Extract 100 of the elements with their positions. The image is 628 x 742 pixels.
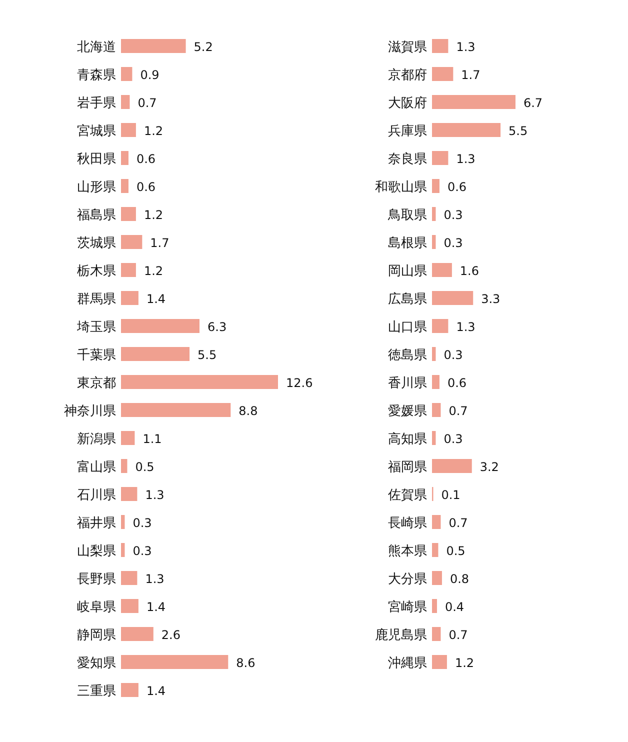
y-tick-label: 岩手県 [77,96,116,111]
data-label: 0.3 [444,208,463,222]
bar [432,123,501,137]
data-label: 0.3 [444,348,463,362]
y-tick-label: 愛媛県 [388,404,427,419]
bar [121,67,132,81]
data-label: 5.2 [194,40,213,54]
data-label: 0.6 [136,180,156,194]
bar [121,403,231,417]
data-label: 0.3 [132,544,152,558]
bar [432,375,440,389]
y-tick-label: 佐賀県 [388,488,427,503]
data-label: 0.3 [444,432,463,446]
data-label: 2.6 [161,628,180,642]
y-tick-label: 千葉県 [77,348,116,363]
bar [432,403,441,417]
data-label: 5.5 [198,348,217,362]
data-label: 0.5 [446,544,466,558]
y-tick-label: 熊本県 [388,544,427,559]
y-tick-label: 青森県 [77,68,116,83]
bar [121,235,142,249]
y-tick-label: 鳥取県 [387,208,427,223]
bar [432,655,447,669]
data-label: 6.7 [523,96,543,110]
y-tick-label: 広島県 [388,291,427,307]
y-tick-label: 沖縄県 [388,656,427,671]
y-tick-label: 徳島県 [388,348,427,363]
y-tick-label: 静岡県 [77,628,116,643]
data-label: 5.5 [508,124,528,138]
y-tick-label: 滋賀県 [388,40,427,55]
data-label: 0.8 [450,572,470,586]
y-tick-label: 香川県 [388,376,427,391]
data-label: 1.6 [460,264,480,278]
data-label: 1.3 [456,320,476,334]
bar [121,39,186,53]
y-tick-label: 宮崎県 [388,599,427,615]
bar [121,487,138,501]
data-label: 1.2 [454,656,474,670]
bar [432,179,440,193]
bar [121,179,128,193]
bar [432,291,474,305]
y-tick-label: 福島県 [77,208,116,223]
data-label: 1.4 [146,684,166,698]
bar [432,515,441,529]
bar [432,67,454,81]
data-label: 1.3 [456,152,476,166]
bar [432,431,436,445]
y-tick-label: 鹿児島県 [375,628,427,643]
data-label: 8.8 [238,404,258,418]
y-tick-label: 東京都 [77,376,116,391]
data-label: 0.5 [135,460,154,474]
y-tick-label: 兵庫県 [388,123,427,139]
data-label: 0.3 [444,236,463,250]
bar [432,347,436,361]
bar [121,151,128,165]
bar [121,571,138,585]
bar [121,599,138,613]
y-tick-label: 北海道 [77,40,116,55]
data-label: 3.2 [480,460,499,474]
bar [121,207,136,221]
bar [121,123,136,137]
data-label: 1.3 [145,488,164,502]
y-tick-label: 富山県 [77,459,116,475]
bar [121,263,136,277]
data-label: 0.6 [447,376,467,390]
y-tick-label: 山梨県 [77,544,116,559]
bar [432,319,448,333]
y-tick-label: 秋田県 [77,152,116,167]
y-tick-label: 山口県 [388,320,427,335]
bar [432,571,442,585]
y-tick-label: 山形県 [77,180,116,195]
y-tick-label: 愛知県 [77,656,116,671]
y-tick-label: 群馬県 [77,292,116,307]
y-tick-label: 大分県 [388,572,427,587]
data-label: 0.4 [444,600,464,614]
data-label: 1.4 [146,600,166,614]
y-tick-label: 茨城県 [77,236,116,251]
data-label: 0.7 [448,628,468,642]
data-label: 0.7 [448,516,468,530]
bar [432,39,448,53]
y-tick-label: 栃木県 [77,264,116,279]
bar [121,459,128,473]
data-label: 0.6 [136,152,156,166]
y-tick-label: 神奈川県 [64,404,116,419]
y-tick-label: 三重県 [77,684,116,699]
bar [121,515,125,529]
y-tick-label: 福井県 [77,516,116,531]
data-label: 0.6 [447,180,467,194]
bar [432,459,472,473]
y-tick-label: 新潟県 [77,432,116,447]
data-label: 0.7 [448,404,468,418]
y-tick-label: 島根県 [388,236,427,251]
y-tick-label: 岡山県 [388,264,427,279]
bar [121,291,138,305]
data-label: 1.7 [150,236,170,250]
bar [121,95,130,109]
data-label: 6.3 [208,320,227,334]
data-label: 0.1 [441,488,460,502]
data-label: 1.3 [456,40,476,54]
bar [432,599,437,613]
